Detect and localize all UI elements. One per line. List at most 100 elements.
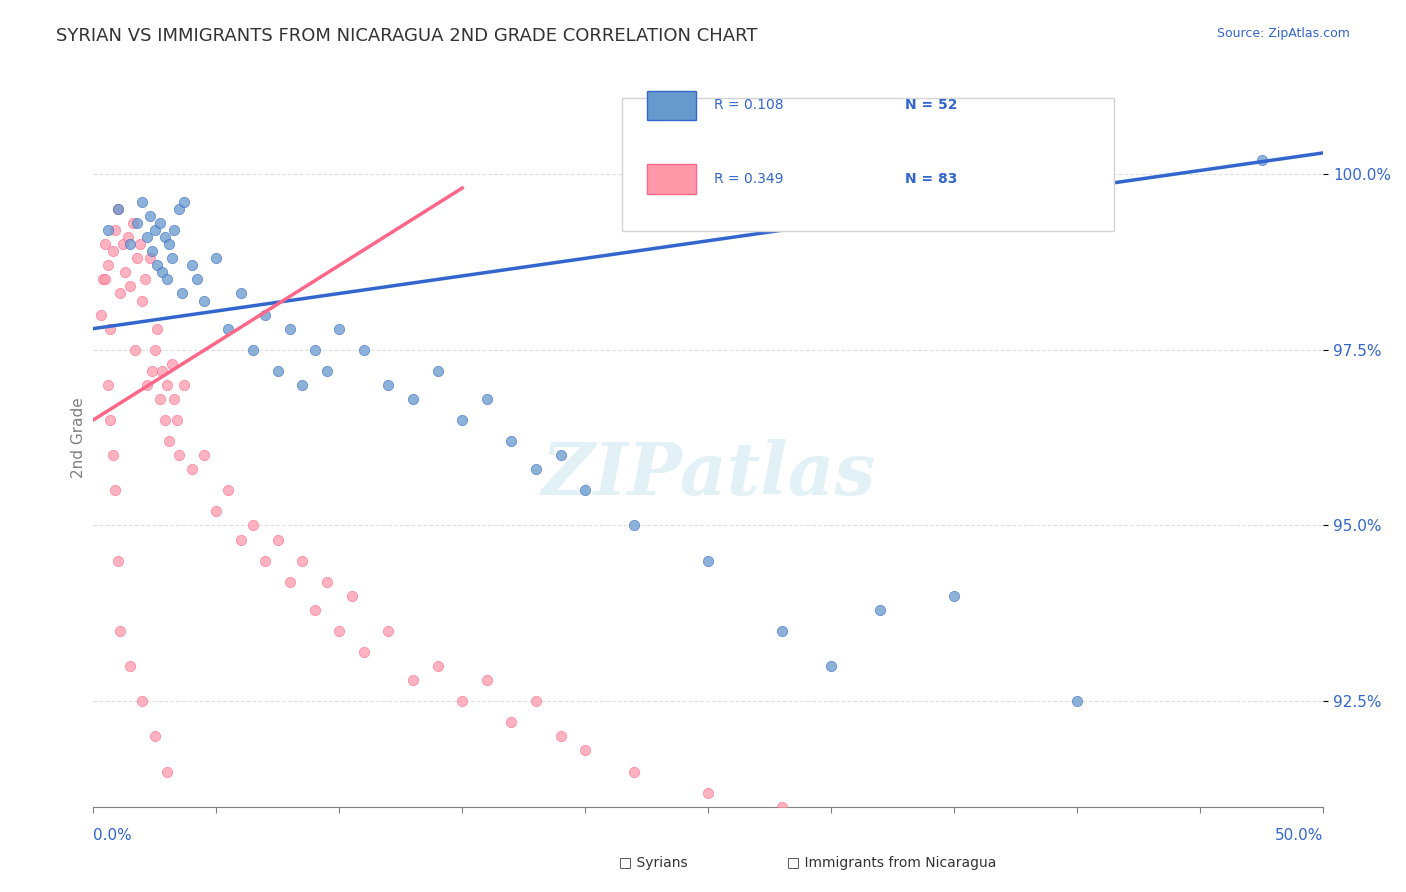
Point — [163, 223, 186, 237]
Point — [623, 518, 645, 533]
Point — [1066, 694, 1088, 708]
Point — [150, 265, 173, 279]
Point — [127, 252, 149, 266]
Point — [100, 321, 122, 335]
Point — [1250, 153, 1272, 167]
Point — [139, 209, 162, 223]
Point — [524, 694, 547, 708]
Point — [141, 364, 163, 378]
Point — [131, 195, 153, 210]
Point — [229, 286, 252, 301]
Point — [110, 286, 132, 301]
Point — [770, 624, 793, 638]
Point — [120, 237, 142, 252]
Point — [101, 448, 124, 462]
Point — [156, 764, 179, 779]
Text: □ Syrians: □ Syrians — [619, 855, 688, 870]
Point — [267, 533, 290, 547]
Text: 50.0%: 50.0% — [1275, 828, 1323, 843]
Point — [107, 554, 129, 568]
Point — [574, 743, 596, 757]
Point — [120, 279, 142, 293]
Point — [242, 518, 264, 533]
Point — [304, 603, 326, 617]
Point — [524, 462, 547, 476]
Point — [402, 392, 425, 406]
Point — [169, 202, 191, 216]
Point — [943, 589, 966, 603]
Point — [117, 230, 139, 244]
Point — [205, 504, 228, 518]
Point — [943, 884, 966, 892]
Point — [353, 343, 375, 357]
Point — [820, 659, 842, 673]
Point — [451, 694, 474, 708]
Point — [304, 343, 326, 357]
Point — [377, 624, 399, 638]
Point — [869, 603, 891, 617]
Point — [114, 265, 136, 279]
Point — [139, 252, 162, 266]
Point — [193, 448, 215, 462]
Point — [426, 364, 449, 378]
Point — [550, 730, 572, 744]
Point — [820, 835, 842, 849]
Point — [278, 574, 301, 589]
Point — [170, 286, 193, 301]
Point — [291, 554, 314, 568]
Point — [159, 237, 181, 252]
Point — [623, 764, 645, 779]
Point — [104, 223, 127, 237]
Point — [173, 195, 195, 210]
Text: □ Immigrants from Nicaragua: □ Immigrants from Nicaragua — [787, 855, 997, 870]
FancyBboxPatch shape — [647, 164, 696, 194]
Point — [501, 715, 523, 730]
Text: ZIPatlas: ZIPatlas — [541, 439, 876, 510]
Point — [166, 413, 188, 427]
Point — [110, 624, 132, 638]
Text: SYRIAN VS IMMIGRANTS FROM NICARAGUA 2ND GRADE CORRELATION CHART: SYRIAN VS IMMIGRANTS FROM NICARAGUA 2ND … — [56, 27, 758, 45]
Point — [146, 258, 169, 272]
Point — [254, 554, 277, 568]
Point — [501, 434, 523, 449]
Text: R = 0.108: R = 0.108 — [714, 98, 785, 112]
Point — [101, 244, 124, 259]
Point — [90, 308, 112, 322]
Text: N = 52: N = 52 — [905, 98, 957, 112]
Point — [377, 377, 399, 392]
FancyBboxPatch shape — [647, 91, 696, 120]
Point — [254, 308, 277, 322]
Point — [136, 230, 159, 244]
Point — [205, 252, 228, 266]
Point — [143, 343, 166, 357]
Y-axis label: 2nd Grade: 2nd Grade — [72, 397, 86, 478]
Point — [141, 244, 163, 259]
FancyBboxPatch shape — [621, 98, 1114, 231]
Point — [316, 364, 339, 378]
Point — [97, 258, 120, 272]
Point — [426, 659, 449, 673]
Point — [111, 237, 134, 252]
Point — [160, 357, 183, 371]
Point — [153, 230, 176, 244]
Point — [94, 272, 117, 286]
Point — [159, 434, 181, 449]
Point — [97, 377, 120, 392]
Point — [328, 624, 350, 638]
Point — [869, 855, 891, 870]
Point — [104, 483, 127, 498]
Text: Source: ZipAtlas.com: Source: ZipAtlas.com — [1216, 27, 1350, 40]
Point — [353, 645, 375, 659]
Point — [143, 223, 166, 237]
Point — [160, 252, 183, 266]
Point — [291, 377, 314, 392]
Point — [770, 799, 793, 814]
Point — [340, 589, 363, 603]
Point — [402, 673, 425, 688]
Point — [475, 392, 498, 406]
Point — [153, 413, 176, 427]
Text: R = 0.349: R = 0.349 — [714, 172, 785, 186]
Point — [193, 293, 215, 308]
Point — [97, 223, 120, 237]
Point — [134, 272, 156, 286]
